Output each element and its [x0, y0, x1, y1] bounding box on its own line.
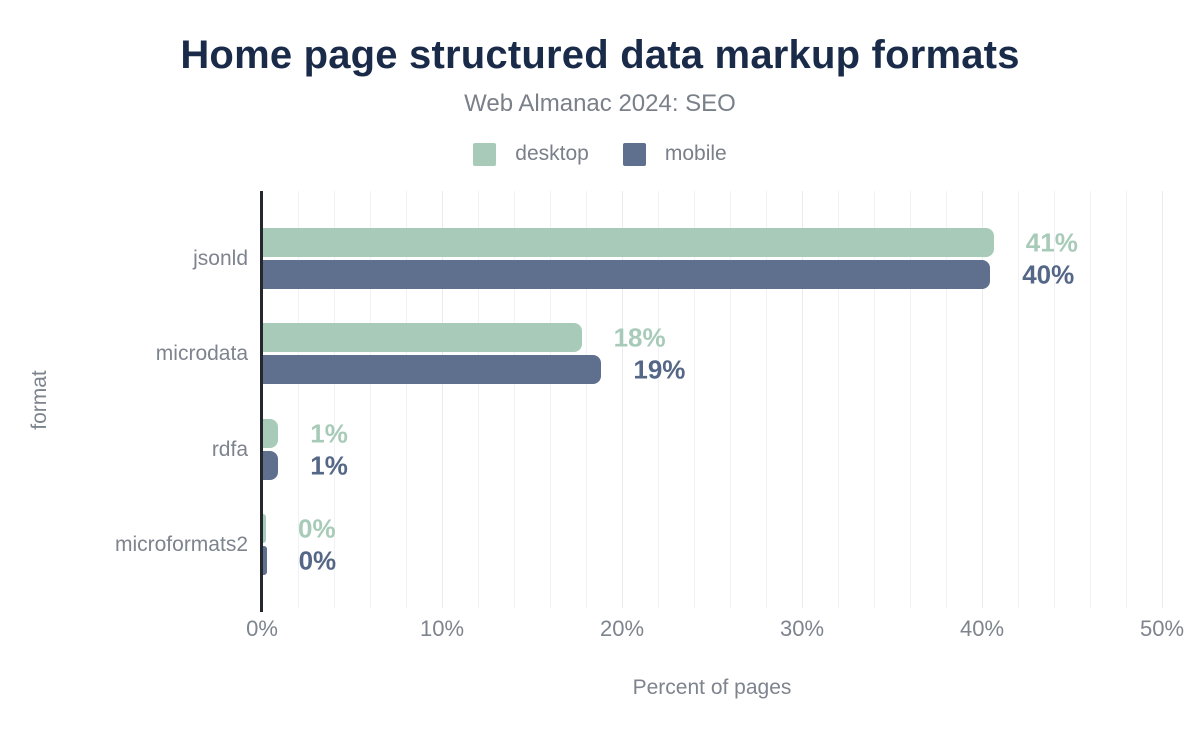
x-tick-10%: 10%	[419, 616, 465, 641]
gridline-38pct	[946, 191, 947, 608]
chart-title: Home page structured data markup formats	[180, 33, 1020, 77]
y-axis-title: format	[28, 370, 51, 430]
x-tick-30%: 30%	[779, 616, 825, 641]
x-tick-40%: 40%	[959, 616, 1005, 641]
category-label-jsonld: jsonld	[193, 246, 248, 270]
gridline-40pct	[982, 191, 983, 608]
gridline-18pct	[586, 191, 587, 608]
gridline-44pct	[1054, 191, 1055, 608]
gridline-32pct	[838, 191, 839, 608]
gridline-12pct	[478, 191, 479, 608]
bar-value-microdata-mobile: 19%	[633, 354, 686, 384]
bar-value-jsonld-mobile: 40%	[1022, 259, 1075, 289]
gridline-2pct	[298, 191, 299, 608]
gridline-14pct	[514, 191, 515, 608]
gridline-46pct	[1090, 191, 1091, 608]
bar-microformats2-desktop	[263, 514, 266, 543]
bar-jsonld-desktop	[263, 228, 994, 257]
bar-jsonld-mobile	[263, 260, 991, 289]
legend-item-mobile: mobile	[622, 142, 727, 166]
gridline-34pct	[874, 191, 875, 608]
bar-rdfa-mobile	[263, 451, 279, 480]
gridline-4pct	[334, 191, 335, 608]
gridline-50pct	[1162, 191, 1163, 608]
bar-value-jsonld-desktop: 41%	[1025, 227, 1078, 257]
y-axis-category-labels: jsonld microdata rdfa microformats2	[0, 191, 248, 608]
y-axis-line	[260, 191, 263, 612]
gridline-20pct	[622, 191, 623, 608]
category-label-microdata: microdata	[155, 341, 248, 365]
x-tick-20%: 20%	[599, 616, 645, 641]
gridline-30pct	[802, 191, 803, 608]
x-tick-0%: 0%	[246, 616, 278, 641]
gridline-22pct	[658, 191, 659, 608]
bar-value-microformats2-mobile: 0%	[298, 545, 337, 575]
legend: desktop mobile	[0, 142, 1200, 166]
bar-value-microdata-desktop: 18%	[613, 322, 666, 352]
gridline-36pct	[910, 191, 911, 608]
gridline-24pct	[694, 191, 695, 608]
legend-swatch-desktop	[473, 142, 497, 166]
gridline-6pct	[370, 191, 371, 608]
gridline-48pct	[1126, 191, 1127, 608]
bar-value-microformats2-desktop: 0%	[298, 513, 336, 543]
legend-item-desktop: desktop	[473, 142, 589, 166]
gridline-16pct	[550, 191, 551, 608]
category-label-rdfa: rdfa	[211, 437, 248, 461]
bar-rdfa-desktop	[263, 419, 279, 448]
x-tick-50%: 50%	[1139, 616, 1185, 641]
bar-value-rdfa-mobile: 1%	[310, 450, 348, 480]
gridline-8pct	[406, 191, 407, 608]
gridline-42pct	[1018, 191, 1019, 608]
bar-microformats2-mobile	[263, 546, 267, 575]
chart-subtitle: Web Almanac 2024: SEO	[464, 90, 736, 117]
plot-area: 41% 40% 18% 19% 1% 1% 0% 0%	[260, 191, 1186, 612]
category-label-microformats2: microformats2	[114, 532, 248, 556]
x-axis-title: Percent of pages	[632, 676, 792, 699]
gridline-10pct	[442, 191, 443, 608]
legend-label-desktop: desktop	[515, 142, 589, 165]
bar-microdata-desktop	[263, 323, 582, 352]
gridline-28pct	[766, 191, 767, 608]
x-axis-tick-labels: 0% 10% 20% 30% 40% 50%	[0, 616, 1200, 644]
bar-value-rdfa-desktop: 1%	[310, 418, 348, 448]
legend-swatch-mobile	[622, 142, 646, 166]
legend-label-mobile: mobile	[664, 142, 727, 165]
gridline-26pct	[730, 191, 731, 608]
bar-microdata-mobile	[263, 355, 602, 384]
